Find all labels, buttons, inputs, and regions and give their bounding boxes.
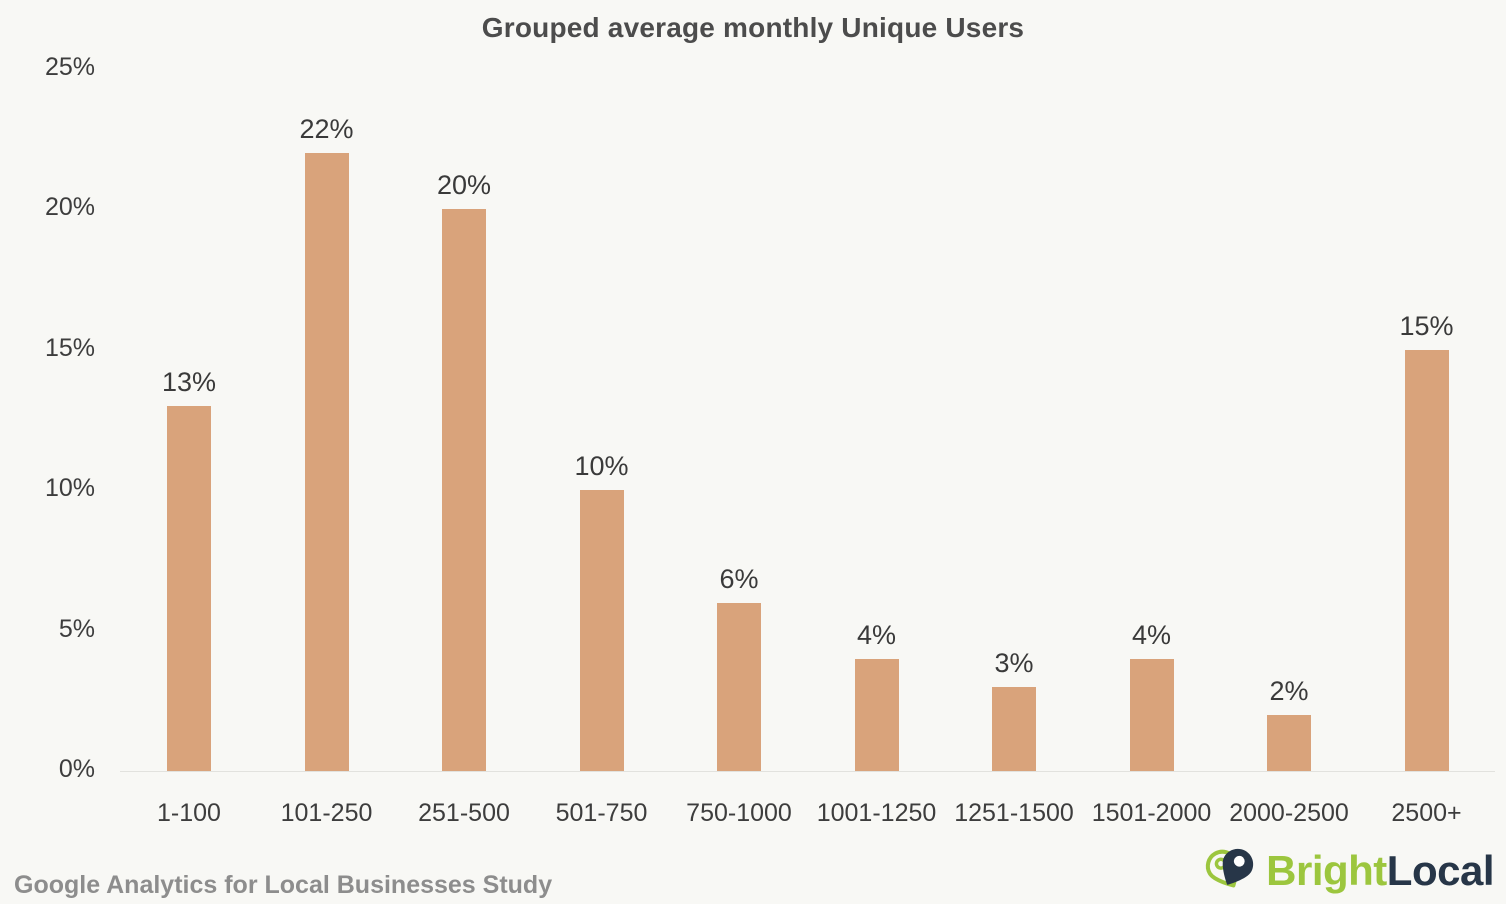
bar	[167, 405, 211, 771]
bar-value-label: 13%	[161, 366, 217, 397]
x-axis-label: 501-750	[555, 799, 648, 827]
bar-value-label: 15%	[1399, 310, 1454, 341]
y-axis-label: 5%	[58, 614, 95, 643]
bar-value-label: 20%	[436, 170, 492, 201]
bar-value-label: 2%	[1269, 675, 1309, 706]
x-axis-label: 251-500	[418, 799, 510, 827]
bar	[1404, 349, 1449, 771]
brightlocal-pin-heart-icon	[1206, 848, 1254, 888]
bar	[717, 602, 761, 771]
x-axis-line	[120, 771, 1495, 772]
bar	[579, 490, 624, 771]
y-axis-label: 0%	[58, 755, 95, 783]
y-axis-label: 10%	[44, 474, 95, 503]
x-axis-label: 750-1000	[686, 799, 792, 827]
bar-value-label: 4%	[856, 619, 897, 650]
bar-value-label: 10%	[574, 451, 629, 482]
bar-value-label: 4%	[1131, 619, 1172, 650]
bar	[854, 658, 899, 771]
bar	[304, 153, 349, 771]
bar	[1267, 714, 1311, 771]
bar-value-label: 6%	[719, 563, 759, 594]
brand-word-local: Local	[1386, 847, 1495, 894]
brand-word-bright: Bright	[1266, 847, 1387, 894]
bar-value-label: 3%	[994, 647, 1034, 678]
y-axis-label: 20%	[44, 193, 95, 222]
x-axis-label: 1-100	[157, 799, 221, 827]
bar	[992, 686, 1036, 771]
x-axis-label: 1251-1500	[954, 799, 1074, 827]
x-axis-label: 2500+	[1391, 799, 1462, 827]
chart-title: Grouped average monthly Unique Users	[481, 12, 1025, 43]
brightlocal-logo: BrightLocal	[1202, 844, 1495, 898]
x-axis-label: 1001-1250	[816, 799, 937, 827]
x-axis-label: 1501-2000	[1091, 799, 1212, 827]
source-attribution: Google Analytics for Local Businesses St…	[14, 871, 553, 899]
bar	[1129, 658, 1174, 771]
y-axis-label: 25%	[44, 53, 95, 81]
x-axis-label: 2000-2500	[1229, 799, 1349, 827]
bar-value-label: 22%	[299, 114, 354, 145]
brightlocal-wordmark: BrightLocal	[1266, 847, 1494, 895]
x-axis-label: 101-250	[280, 799, 373, 827]
bar	[442, 209, 486, 771]
y-axis-label: 15%	[44, 333, 95, 362]
